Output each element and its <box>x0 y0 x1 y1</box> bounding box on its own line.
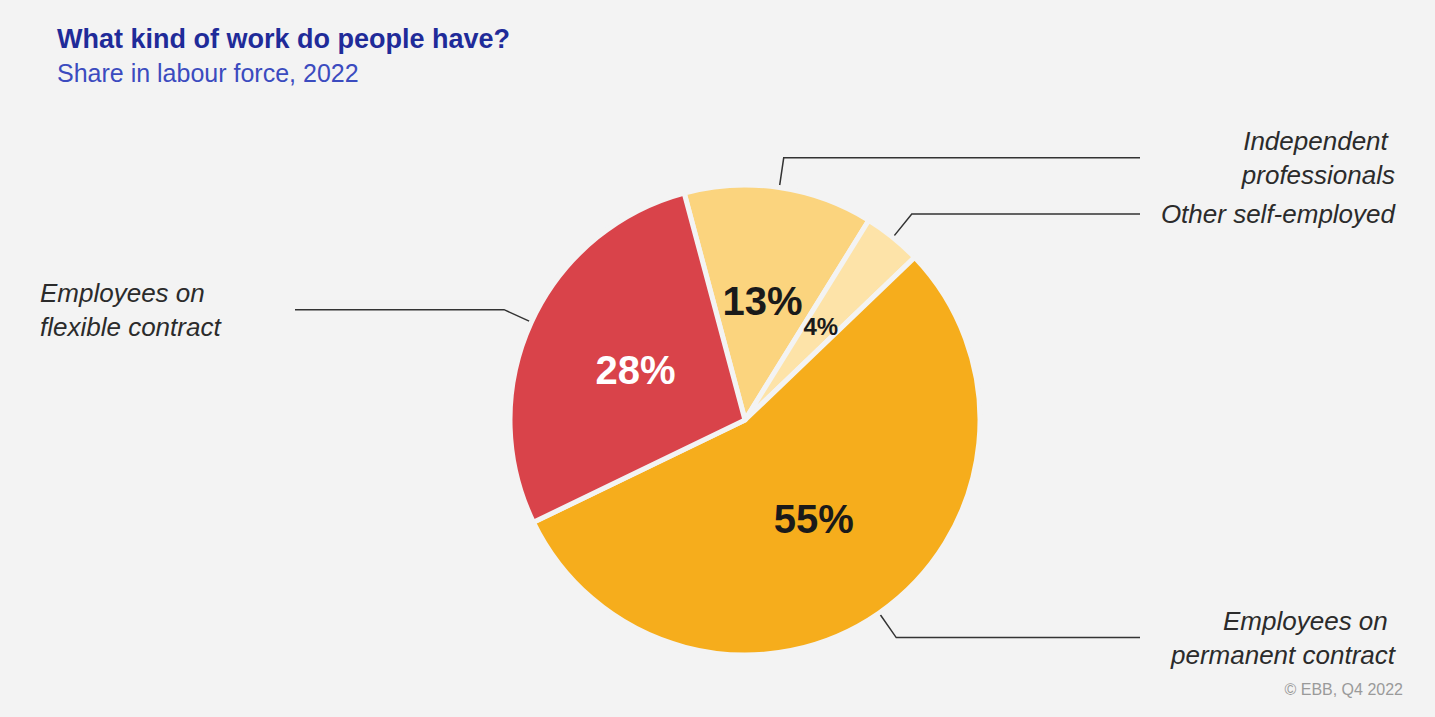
svg-text:Independent: Independent <box>1243 126 1395 156</box>
svg-text:Employees on: Employees on <box>40 278 212 308</box>
svg-text:© EBB, Q4 2022: © EBB, Q4 2022 <box>1284 681 1403 698</box>
svg-text:4%: 4% <box>803 313 838 340</box>
svg-text:Other self-employed: Other self-employed <box>1161 199 1397 229</box>
svg-text:13%: 13% <box>723 279 803 323</box>
svg-text:professionals: professionals <box>1241 160 1395 190</box>
svg-text:Employees on: Employees on <box>1223 606 1395 636</box>
svg-text:permanent contract: permanent contract <box>1170 640 1397 670</box>
svg-text:flexible contract: flexible contract <box>40 312 222 342</box>
svg-text:55%: 55% <box>774 497 854 541</box>
svg-text:What kind of work do people ha: What kind of work do people have? <box>57 24 510 54</box>
svg-text:28%: 28% <box>595 348 675 392</box>
svg-text:Share in labour force, 2022: Share in labour force, 2022 <box>57 59 359 87</box>
